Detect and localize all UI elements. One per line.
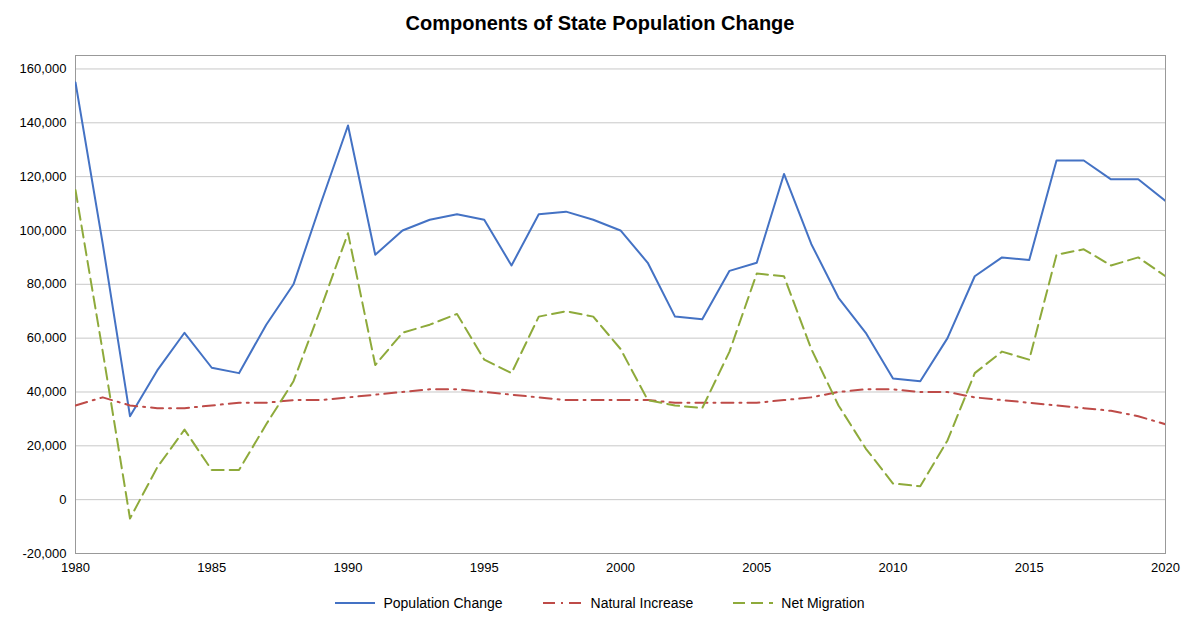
svg-text:40,000: 40,000 bbox=[27, 384, 67, 399]
html-text:Population Change: Population Change bbox=[383, 595, 503, 611]
svg-text:-20,000: -20,000 bbox=[22, 546, 66, 561]
html-text:Net Migration: Net Migration bbox=[781, 595, 865, 611]
html-text:Natural Increase: Natural Increase bbox=[590, 595, 694, 611]
svg-text:100,000: 100,000 bbox=[20, 223, 67, 238]
svg-text:80,000: 80,000 bbox=[27, 276, 67, 291]
svg-text:0: 0 bbox=[59, 492, 66, 507]
svg-text:2015: 2015 bbox=[1015, 560, 1044, 575]
svg-text:2010: 2010 bbox=[879, 560, 908, 575]
svg-text:2000: 2000 bbox=[606, 560, 635, 575]
html-text:Components of State Population: Components of State Population Change bbox=[405, 12, 795, 34]
svg-text:1985: 1985 bbox=[197, 560, 226, 575]
svg-text:20,000: 20,000 bbox=[27, 438, 67, 453]
svg-text:60,000: 60,000 bbox=[27, 330, 67, 345]
svg-text:120,000: 120,000 bbox=[20, 169, 67, 184]
svg-text:160,000: 160,000 bbox=[20, 61, 67, 76]
svg-text:2005: 2005 bbox=[742, 560, 771, 575]
svg-text:1980: 1980 bbox=[61, 560, 90, 575]
svg-text:1995: 1995 bbox=[470, 560, 499, 575]
svg-text:2020: 2020 bbox=[1151, 560, 1180, 575]
svg-text:140,000: 140,000 bbox=[20, 115, 67, 130]
svg-text:1990: 1990 bbox=[334, 560, 363, 575]
